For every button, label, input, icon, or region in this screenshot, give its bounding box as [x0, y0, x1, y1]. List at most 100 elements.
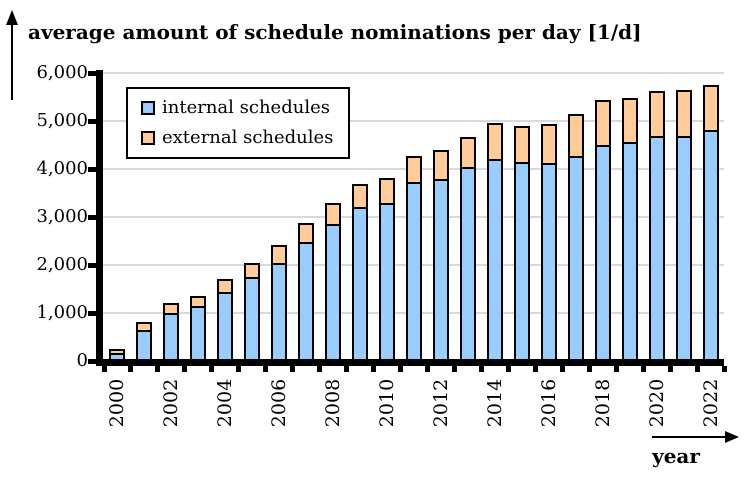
bar-2012-internal-segment [432, 178, 449, 363]
x-axis-tick [128, 366, 134, 372]
bar-2022-external-segment [702, 84, 719, 132]
y-tick-label: 4,000 [36, 158, 88, 179]
x-axis-tick [101, 366, 107, 372]
x-axis-tick [398, 366, 404, 372]
x-axis-tick [478, 366, 484, 372]
x-axis-tick [505, 366, 511, 372]
bar-2010-internal-segment [379, 203, 396, 363]
bar-2011-external-segment [406, 156, 422, 184]
x-axis-tick [263, 366, 269, 372]
x-axis-tick [613, 366, 619, 372]
x-tick-label: 2004 [214, 378, 237, 428]
legend-item-external: external schedules [141, 126, 348, 148]
bar-2013-external-segment [459, 136, 476, 170]
x-axis-tick [209, 366, 215, 372]
bar-2014-internal-segment [486, 158, 503, 363]
bar-2010-external-segment [379, 178, 396, 206]
bar-2017-internal-segment [567, 155, 584, 363]
y-axis-line [96, 70, 103, 366]
bar-2018-internal-segment [594, 145, 611, 363]
x-tick-label: 2016 [537, 378, 560, 428]
x-axis-title: year [652, 444, 700, 468]
y-axis-arrow-line [11, 24, 13, 100]
x-tick-label: 2008 [322, 378, 345, 428]
bar-2002-internal-segment [163, 313, 180, 363]
x-axis-tick [640, 366, 646, 372]
y-axis-tick [88, 118, 97, 124]
bar-2007-internal-segment [298, 242, 315, 363]
bar-2015-external-segment [513, 125, 530, 165]
x-tick-label: 2002 [160, 378, 183, 428]
x-axis-tick [586, 366, 592, 372]
legend-label-internal: internal schedules [162, 97, 330, 119]
bar-2018-external-segment [594, 100, 611, 148]
bar-2021-external-segment [675, 89, 692, 138]
bar-2003-external-segment [190, 295, 207, 309]
bar-2006-internal-segment [271, 263, 288, 363]
bar-2005-internal-segment [244, 277, 261, 363]
bar-2016-internal-segment [540, 162, 557, 363]
y-tick-label: 5,000 [36, 110, 88, 131]
bar-2020-external-segment [648, 90, 665, 138]
y-tick-label: 0 [76, 350, 88, 371]
y-axis-tick [88, 358, 97, 364]
bar-2019-internal-segment [621, 142, 638, 363]
x-axis-arrow-icon [725, 431, 739, 443]
legend-label-external: external schedules [162, 126, 334, 148]
x-axis-tick [451, 366, 457, 372]
x-axis-line [96, 359, 724, 366]
x-axis-tick [371, 366, 377, 372]
x-tick-label: 2010 [376, 378, 399, 428]
x-axis-tick [721, 366, 727, 372]
x-axis-tick [317, 366, 323, 372]
bar-2005-external-segment [244, 263, 261, 280]
bar-2013-internal-segment [459, 167, 476, 363]
x-axis-tick [424, 366, 430, 372]
bar-2019-external-segment [621, 97, 638, 145]
internal-schedules-swatch-icon [141, 101, 155, 116]
y-axis-tick [88, 70, 97, 76]
y-axis-tick [88, 310, 97, 316]
bar-2001-external-segment [136, 321, 153, 333]
bar-2006-external-segment [271, 244, 288, 266]
bar-2022-internal-segment [702, 129, 719, 363]
bar-2004-internal-segment [217, 292, 234, 363]
x-axis-tick [667, 366, 673, 372]
x-axis-tick [290, 366, 296, 372]
bar-2012-external-segment [432, 149, 449, 181]
y-tick-label: 6,000 [36, 62, 88, 83]
x-tick-label: 2012 [429, 378, 452, 428]
bar-2004-external-segment [217, 279, 234, 295]
bar-2021-internal-segment [675, 135, 692, 363]
x-tick-label: 2022 [699, 378, 722, 428]
x-axis-tick [155, 366, 161, 372]
x-axis-tick [236, 366, 242, 372]
x-tick-label: 2018 [591, 378, 614, 428]
legend: internal schedules external schedules [126, 87, 350, 159]
bar-2015-internal-segment [513, 162, 530, 363]
external-schedules-swatch-icon [141, 130, 155, 145]
x-axis-tick [559, 366, 565, 372]
bar-2003-internal-segment [190, 306, 207, 363]
x-tick-label: 2014 [483, 378, 506, 428]
gridline-5000 [100, 120, 724, 122]
x-tick-label: 2006 [268, 378, 291, 428]
bar-2017-external-segment [567, 114, 584, 158]
bar-2008-internal-segment [325, 224, 342, 363]
bar-2009-internal-segment [352, 207, 369, 363]
x-axis-tick [344, 366, 350, 372]
bar-2011-internal-segment [406, 181, 422, 363]
bar-2007-external-segment [298, 223, 315, 245]
chart-title: average amount of schedule nominations p… [28, 20, 642, 44]
bar-2020-internal-segment [648, 135, 665, 363]
legend-item-internal: internal schedules [141, 98, 348, 118]
x-tick-label: 2020 [645, 378, 668, 428]
y-axis-tick [88, 214, 97, 220]
x-axis-tick [532, 366, 538, 372]
bar-2009-external-segment [352, 183, 369, 210]
y-tick-label: 2,000 [36, 254, 88, 275]
bar-2014-external-segment [486, 123, 503, 161]
x-tick-label: 2000 [106, 378, 129, 428]
x-axis-tick [182, 366, 188, 372]
